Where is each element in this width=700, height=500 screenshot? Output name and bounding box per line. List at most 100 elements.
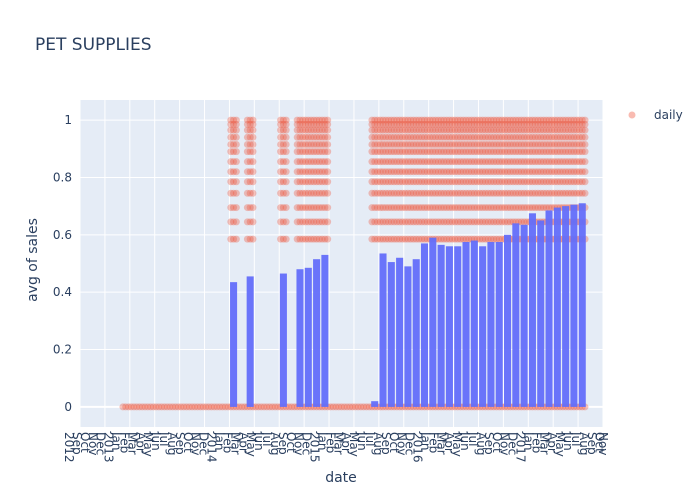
legend[interactable]: daily — [628, 108, 683, 122]
daily-point — [542, 120, 550, 128]
daily-point — [459, 148, 467, 156]
daily-point — [371, 120, 379, 128]
daily-point — [423, 168, 431, 176]
daily-point — [437, 235, 445, 243]
daily-point — [313, 235, 321, 243]
daily-point — [382, 189, 390, 197]
daily-point — [387, 168, 395, 176]
daily-point — [504, 204, 512, 212]
daily-point — [421, 158, 429, 166]
daily-point — [310, 140, 318, 148]
daily-point — [279, 218, 287, 226]
daily-point — [434, 235, 442, 243]
daily-point — [371, 126, 379, 134]
daily-point — [133, 403, 141, 411]
daily-point — [487, 148, 495, 156]
daily-point — [440, 148, 448, 156]
daily-point — [385, 133, 393, 141]
daily-point — [473, 133, 481, 141]
daily-point — [559, 178, 567, 186]
daily-point — [495, 133, 503, 141]
daily-point — [207, 403, 215, 411]
daily-point — [523, 204, 531, 212]
daily-point — [534, 116, 542, 124]
daily-point — [495, 218, 503, 226]
daily-point — [279, 168, 287, 176]
daily-point — [545, 189, 553, 197]
daily-point — [307, 120, 315, 128]
daily-point — [526, 158, 534, 166]
daily-point — [409, 148, 417, 156]
daily-point — [512, 178, 520, 186]
daily-point — [252, 403, 260, 411]
daily-point — [368, 120, 376, 128]
daily-point — [302, 189, 310, 197]
daily-point — [246, 218, 254, 226]
bar-series — [230, 203, 586, 407]
daily-point — [398, 218, 406, 226]
daily-point — [434, 133, 442, 141]
daily-point — [340, 403, 348, 411]
daily-point — [459, 158, 467, 166]
daily-point — [202, 403, 210, 411]
daily-point — [390, 120, 398, 128]
daily-point — [338, 403, 345, 411]
daily-point — [415, 133, 423, 141]
daily-point — [249, 204, 257, 212]
daily-point — [246, 168, 254, 176]
daily-point — [404, 116, 412, 124]
daily-point — [454, 158, 462, 166]
daily-point — [429, 116, 437, 124]
daily-point — [423, 133, 431, 141]
daily-point — [169, 403, 177, 411]
daily-point — [241, 403, 249, 411]
daily-point — [382, 126, 390, 134]
x-tick-label: May — [347, 432, 361, 457]
daily-point — [556, 168, 564, 176]
daily-point — [429, 168, 437, 176]
daily-point — [329, 403, 337, 411]
daily-point — [537, 116, 545, 124]
daily-point — [495, 235, 503, 243]
daily-point — [523, 116, 531, 124]
daily-point — [230, 133, 238, 141]
daily-point — [379, 178, 387, 186]
daily-point — [426, 168, 434, 176]
daily-point — [515, 126, 523, 134]
daily-point — [321, 120, 329, 128]
daily-point — [227, 189, 235, 197]
bar — [495, 241, 503, 407]
daily-point — [135, 403, 143, 411]
daily-point — [581, 116, 589, 124]
daily-point — [277, 158, 285, 166]
daily-point — [404, 126, 412, 134]
daily-point — [567, 120, 575, 128]
daily-point — [249, 158, 257, 166]
daily-point — [434, 126, 442, 134]
daily-point — [440, 126, 448, 134]
daily-point — [282, 148, 290, 156]
daily-point — [553, 116, 561, 124]
daily-point — [227, 158, 235, 166]
daily-point — [570, 189, 578, 197]
daily-point — [385, 158, 393, 166]
daily-point — [575, 133, 583, 141]
daily-point — [382, 204, 390, 212]
daily-point — [487, 189, 495, 197]
daily-point — [385, 204, 393, 212]
daily-point — [379, 133, 387, 141]
daily-point — [407, 168, 415, 176]
daily-point — [396, 178, 404, 186]
daily-point — [429, 140, 437, 148]
daily-point — [515, 116, 523, 124]
x-tick-label: Sep — [585, 432, 599, 455]
daily-point — [484, 158, 492, 166]
daily-point — [324, 116, 332, 124]
x-tick-label: Mar — [331, 432, 345, 455]
daily-point — [551, 189, 559, 197]
daily-point — [512, 189, 520, 197]
daily-point — [409, 116, 417, 124]
daily-point — [534, 168, 542, 176]
daily-point — [393, 120, 401, 128]
daily-point — [315, 235, 323, 243]
